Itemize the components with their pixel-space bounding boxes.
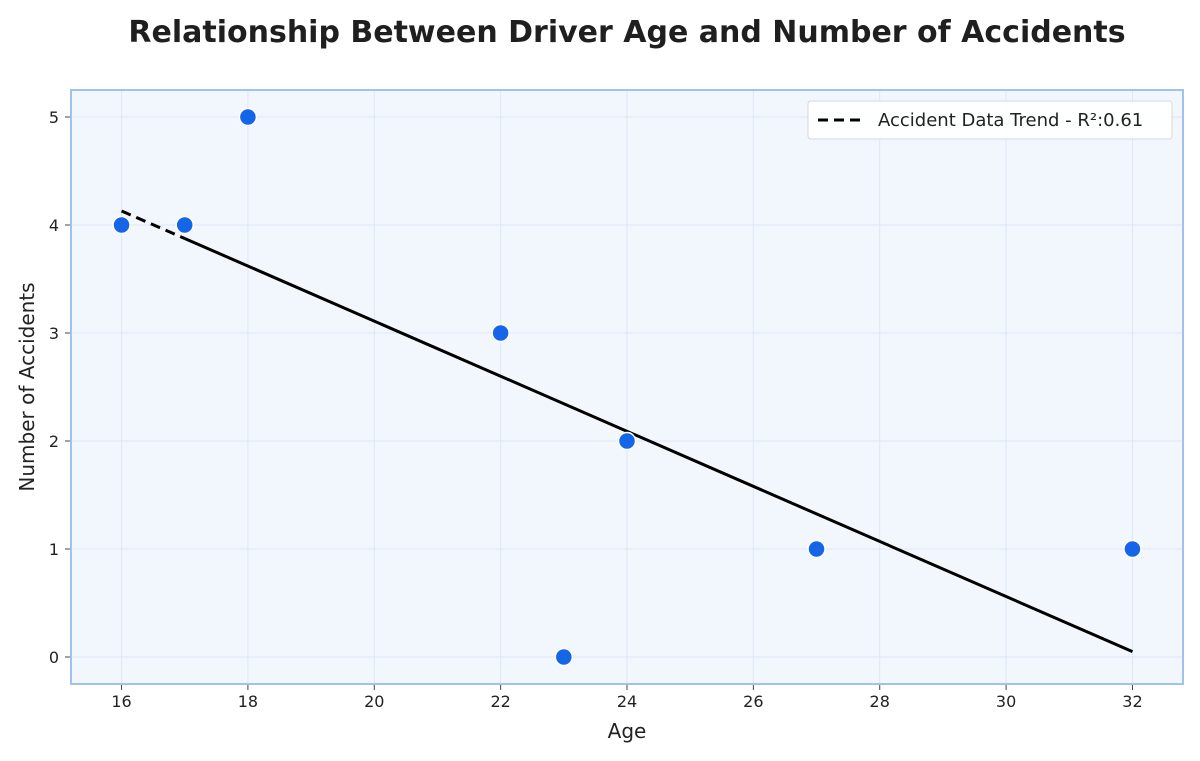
x-tick-label-4: 24 [617,692,637,711]
y-tick-label-2: 2 [49,432,59,451]
legend-box [807,100,1173,140]
legend: Accident Data Trend - R²:0.61 [807,100,1173,140]
x-tick-label-6: 28 [870,692,890,711]
x-tick-label-0: 16 [111,692,131,711]
trend-line-solid-segment [184,237,1134,653]
x-axis-label: Age [608,719,647,743]
y-axis-label: Number of Accidents [15,282,39,491]
trend-layer [120,209,1134,653]
y-tick-label-5: 5 [49,108,59,127]
data-point-5 [617,431,637,451]
grid-layer [71,90,1183,684]
data-point-7 [1123,539,1142,559]
plot-border [70,89,1184,685]
x-tick-label-8: 32 [1122,692,1142,711]
data-point-3 [491,323,510,343]
y-tick-label-3: 3 [49,324,59,343]
trend-line-dashed-segment [120,209,186,240]
x-tick-label-3: 22 [490,692,510,711]
y-tick-label-4: 4 [49,216,59,235]
y-tick-label-0: 0 [49,648,59,667]
data-point-6 [807,539,826,559]
x-tick-label-7: 30 [996,692,1016,711]
chart-title: Relationship Between Driver Age and Numb… [128,15,1125,50]
data-point-2 [238,107,258,127]
x-tick-label-5: 26 [743,692,763,711]
y-tick-label-1: 1 [49,540,59,559]
x-tick-label-2: 20 [364,692,384,711]
legend-trend-label: Accident Data Trend - R²:0.61 [878,110,1143,131]
data-point-4 [554,647,574,667]
data-point-1 [175,215,194,235]
point-layer [112,107,1142,667]
tick-layer: 16 18 20 22 24 26 28 30 32 0 1 2 3 4 5 [49,108,1143,711]
data-point-0 [112,215,131,235]
x-tick-label-1: 18 [238,692,258,711]
